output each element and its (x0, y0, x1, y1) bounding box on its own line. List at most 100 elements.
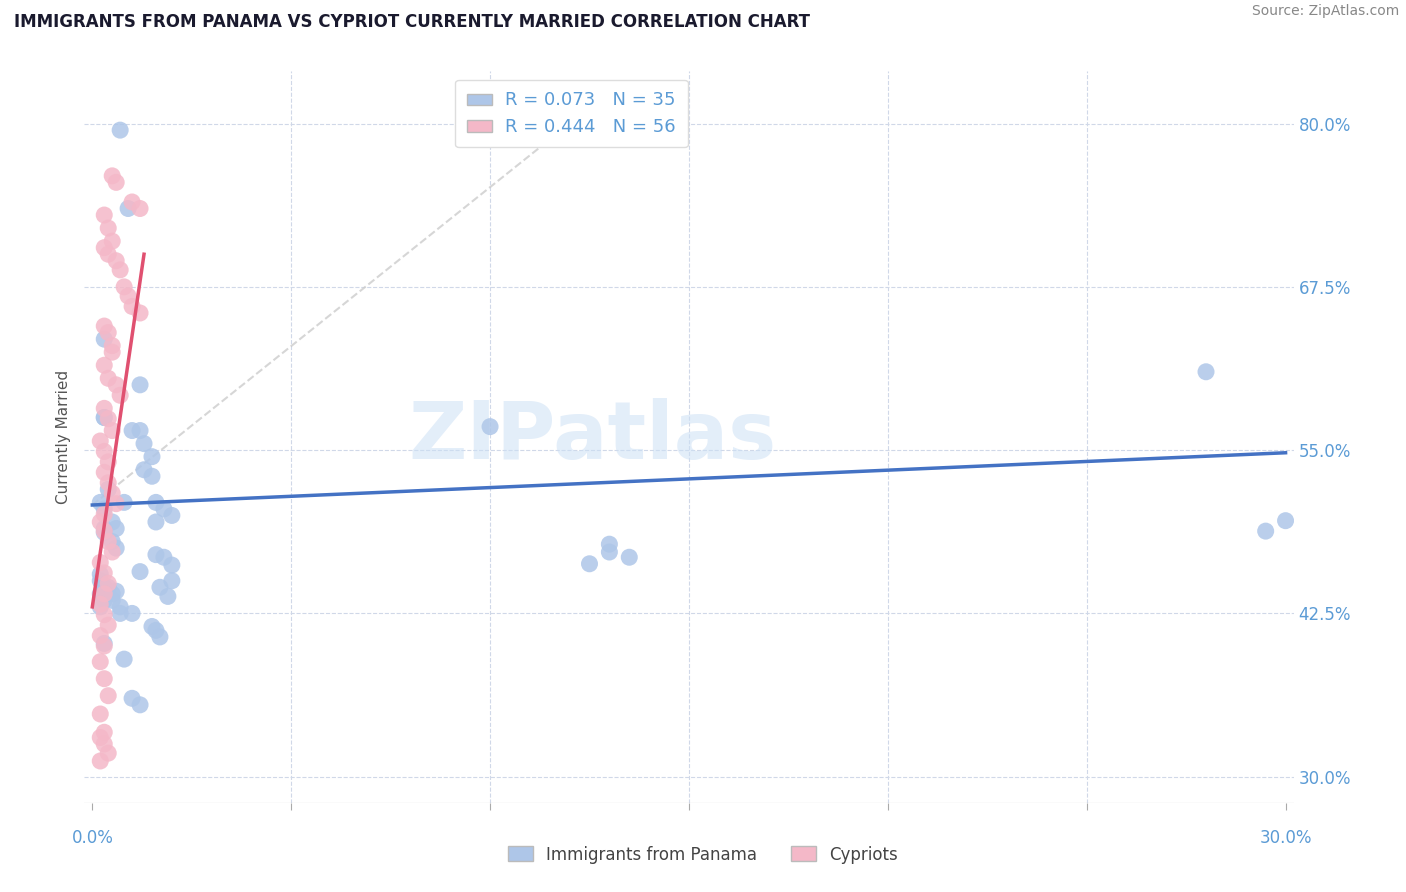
Point (89, 556, 111, 570)
Point (129, 698, 152, 712)
Point (141, 450, 163, 464)
Point (97, 247, 120, 261)
Point (93, 607, 115, 622)
Point (93, 521, 115, 535)
Point (121, 194, 143, 209)
Point (93, 241, 115, 255)
Point (89, 567, 111, 582)
Point (112, 652, 135, 666)
Point (132, 436, 155, 450)
Point (105, 521, 128, 535)
Point (93, 319, 115, 334)
Point (108, 607, 131, 621)
Legend: Immigrants from Panama, Cypriots: Immigrants from Panama, Cypriots (502, 839, 904, 871)
Point (97, 475, 120, 490)
Point (105, 497, 128, 511)
Point (101, 534, 124, 549)
Point (89, 706, 111, 721)
Point (112, 495, 135, 509)
Point (619, 550, 641, 565)
Point (89, 655, 111, 669)
Point (160, 574, 183, 588)
Point (93, 737, 115, 751)
Point (93, 672, 115, 686)
Point (89, 587, 111, 601)
Point (93, 502, 115, 516)
Point (89, 599, 111, 614)
Point (101, 169, 124, 183)
Point (97, 534, 120, 549)
Point (93, 566, 115, 580)
Point (121, 691, 143, 706)
Point (145, 495, 167, 509)
Point (97, 483, 120, 497)
Point (93, 410, 115, 425)
Text: ZIPatlas: ZIPatlas (408, 398, 776, 476)
Point (97, 455, 120, 469)
Point (153, 550, 176, 565)
Point (101, 587, 124, 601)
Point (93, 725, 115, 739)
Point (89, 434, 111, 448)
Legend: R = 0.073   N = 35, R = 0.444   N = 56: R = 0.073 N = 35, R = 0.444 N = 56 (456, 79, 688, 147)
Point (93, 580, 115, 594)
Point (101, 593, 124, 607)
Point (93, 593, 115, 607)
Point (129, 565, 152, 579)
Point (93, 524, 115, 538)
Point (93, 332, 115, 346)
Point (121, 300, 143, 314)
Point (101, 339, 124, 353)
Point (112, 280, 135, 294)
Point (89, 754, 111, 768)
Text: 30.0%: 30.0% (1260, 829, 1312, 847)
Point (101, 515, 124, 529)
Point (141, 469, 163, 483)
Point (1254, 524, 1277, 538)
Point (129, 306, 152, 320)
Point (93, 639, 115, 653)
Point (89, 495, 111, 509)
Point (578, 557, 600, 571)
Point (93, 507, 115, 521)
Point (93, 525, 115, 540)
Point (141, 619, 163, 633)
Point (97, 689, 120, 703)
Point (108, 599, 131, 614)
Point (132, 463, 155, 477)
Text: IMMIGRANTS FROM PANAMA VS CYPRIOT CURRENTLY MARRIED CORRELATION CHART: IMMIGRANTS FROM PANAMA VS CYPRIOT CURREN… (14, 13, 810, 31)
Point (93, 208, 115, 222)
Point (160, 558, 183, 573)
Point (101, 345, 124, 359)
Point (93, 358, 115, 372)
Point (97, 576, 120, 591)
Point (108, 123, 131, 137)
Point (105, 541, 128, 555)
Point (101, 486, 124, 500)
Point (145, 624, 167, 638)
Point (93, 466, 115, 480)
Point (89, 629, 111, 643)
Point (1274, 514, 1296, 528)
Point (101, 234, 124, 248)
Point (1195, 365, 1218, 379)
Point (105, 377, 128, 392)
Point (121, 424, 143, 438)
Point (160, 508, 183, 523)
Point (105, 253, 128, 268)
Point (105, 584, 128, 599)
Point (97, 221, 120, 235)
Text: 0.0%: 0.0% (72, 829, 114, 847)
Text: Source: ZipAtlas.com: Source: ZipAtlas.com (1251, 4, 1399, 19)
Y-axis label: Currently Married: Currently Married (56, 370, 72, 504)
Point (145, 548, 167, 562)
Point (105, 175, 128, 189)
Point (121, 607, 143, 621)
Point (156, 590, 179, 604)
Point (89, 574, 111, 588)
Point (108, 388, 131, 402)
Point (153, 502, 176, 516)
Point (145, 515, 167, 529)
Point (89, 515, 111, 529)
Point (129, 202, 152, 216)
